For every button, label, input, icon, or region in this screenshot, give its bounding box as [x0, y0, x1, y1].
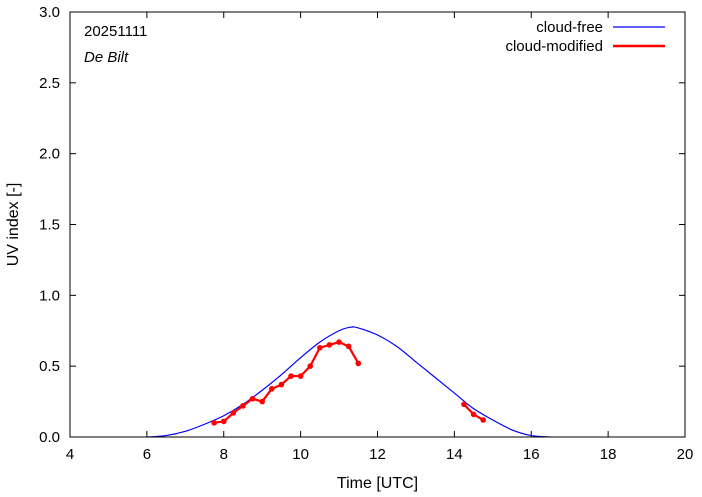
x-tick-label: 8: [220, 446, 228, 463]
data-point-cloud-modified: [230, 410, 237, 416]
x-tick-label: 10: [292, 446, 309, 463]
data-point-cloud-modified: [461, 401, 467, 408]
y-tick-label: 0.5: [39, 358, 60, 375]
y-tick-label: 2.5: [39, 75, 60, 92]
data-point-cloud-modified: [211, 420, 217, 426]
x-tick-label: 16: [523, 446, 540, 463]
y-tick-label: 1.0: [39, 287, 60, 304]
y-axis-title: UV index [-]: [5, 183, 22, 267]
data-point-cloud-modified: [336, 339, 342, 345]
data-point-cloud-modified: [326, 342, 333, 348]
y-tick-label: 1.5: [39, 217, 60, 234]
data-point-cloud-modified: [278, 381, 285, 388]
data-point-cloud-modified: [288, 373, 294, 379]
data-point-cloud-modified: [268, 386, 275, 392]
x-tick-label: 18: [600, 446, 617, 463]
tick-labels-layer: 4 6 8 10 12 14 16 18 20 0.0 0.5 1.0 1.5 2.0 2.5 3.0: [39, 4, 693, 463]
station-annotation: De Bilt: [84, 49, 129, 66]
x-tick-label: 12: [369, 446, 386, 463]
y-tick-label: 3.0: [39, 4, 60, 21]
data-point-cloud-modified: [355, 360, 362, 367]
legend: cloud-free cloud-modified: [505, 19, 665, 55]
x-axis-title: Time [UTC]: [337, 475, 418, 492]
x-tick-label: 14: [446, 446, 463, 463]
legend-label-cloud-free: cloud-free: [536, 19, 603, 36]
data-point-cloud-modified: [259, 398, 265, 405]
series-layer: [146, 326, 551, 438]
data-point-cloud-modified: [345, 343, 352, 350]
y-tick-label: 0.0: [39, 429, 60, 446]
y-tick-label: 2.0: [39, 146, 60, 163]
x-tick-label: 6: [143, 446, 151, 463]
data-point-cloud-modified: [297, 373, 304, 379]
legend-label-cloud-modified: cloud-modified: [505, 38, 603, 55]
x-tick-label: 4: [66, 446, 74, 463]
ticks-layer: [69, 11, 686, 438]
data-point-cloud-modified: [220, 418, 227, 425]
data-point-cloud-modified: [470, 411, 477, 418]
series-line-cloud-free: [146, 326, 551, 438]
x-tick-label: 20: [677, 446, 694, 463]
data-point-cloud-modified: [240, 403, 246, 409]
data-point-cloud-modified: [307, 363, 314, 369]
data-point-cloud-modified: [480, 417, 487, 423]
data-point-cloud-modified: [317, 344, 323, 351]
data-point-cloud-modified: [249, 395, 256, 402]
date-annotation: 20251111: [84, 23, 147, 40]
series-line-cloud-modified: [213, 340, 360, 424]
